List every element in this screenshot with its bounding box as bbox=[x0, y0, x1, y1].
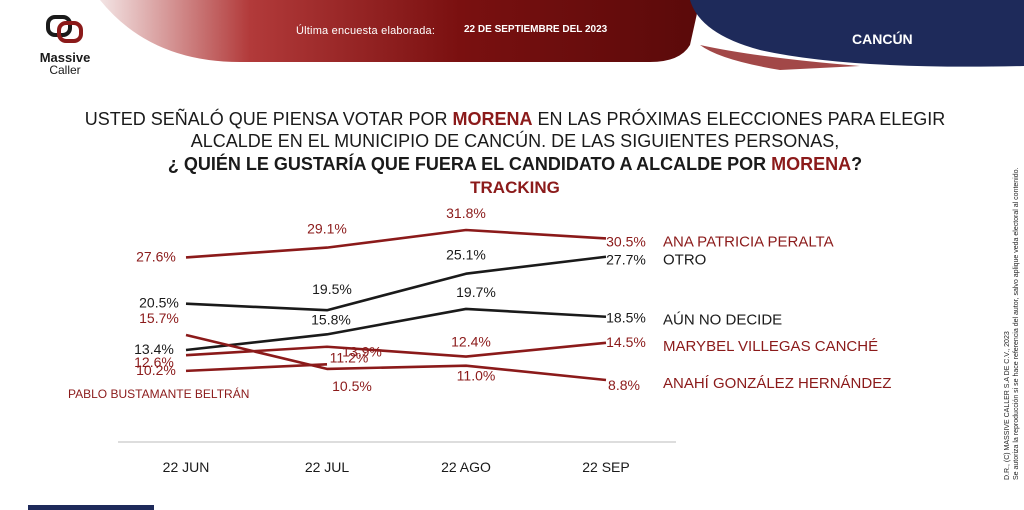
data-label: 13.9% bbox=[342, 344, 382, 360]
question-text: USTED SEÑALÓ QUE PIENSA VOTAR POR bbox=[84, 109, 453, 129]
data-label: 8.8% bbox=[608, 377, 640, 393]
series-line bbox=[185, 333, 607, 382]
data-label: 27.7% bbox=[606, 252, 646, 268]
copyright-line: D.R., (C) MASSIVE CALLER S.A DE C.V., 20… bbox=[1004, 331, 1011, 480]
data-label: 10.5% bbox=[332, 378, 372, 394]
series-name: AÚN NO DECIDE bbox=[663, 312, 782, 329]
series-name: OTRO bbox=[663, 252, 706, 269]
data-label: 13.4% bbox=[134, 341, 174, 357]
data-label: 11.2% bbox=[330, 349, 369, 365]
city-label: CANCÚN bbox=[852, 31, 913, 47]
data-label: 12.4% bbox=[451, 334, 491, 350]
data-label: 19.5% bbox=[312, 281, 352, 297]
series-line bbox=[185, 363, 328, 373]
question-line-1: USTED SEÑALÓ QUE PIENSA VOTAR POR MORENA… bbox=[60, 108, 970, 130]
reproduction-line: Se autoriza la reproducción si se hace r… bbox=[1013, 167, 1020, 480]
chart-subtitle: TRACKING bbox=[470, 178, 560, 197]
tracking-chart: 22 JUN 22 JUL 22 AGO 22 SEP 27.6% 29.1% 31.8% 3… bbox=[68, 205, 891, 475]
brand-name: Massive bbox=[39, 50, 91, 65]
party-highlight: MORENA bbox=[771, 154, 852, 174]
data-label: 10.2% bbox=[136, 362, 176, 378]
x-tick-label: 22 JUN bbox=[163, 459, 210, 475]
data-label: 15.8% bbox=[311, 311, 351, 327]
survey-date: 22 DE SEPTIEMBRE DEL 2023 bbox=[464, 24, 608, 35]
question-text: ? bbox=[851, 154, 863, 174]
footer-bar bbox=[28, 505, 154, 510]
series-name: ANA PATRICIA PERALTA bbox=[663, 233, 834, 250]
logo: Massive Caller bbox=[30, 14, 100, 76]
question-line-2: ALCALDE EN EL MUNICIPIO DE CANCÚN. DE LA… bbox=[190, 131, 840, 151]
series-line bbox=[185, 228, 607, 259]
data-label: 30.5% bbox=[606, 233, 646, 249]
data-label: 27.6% bbox=[136, 248, 176, 264]
data-label: 14.5% bbox=[606, 334, 646, 350]
series-line bbox=[185, 307, 607, 352]
data-label: 19.7% bbox=[456, 284, 496, 300]
series-name: MARYBEL VILLEGAS CANCHÉ bbox=[663, 338, 878, 355]
data-label: 11.0% bbox=[457, 368, 496, 384]
data-label: 25.1% bbox=[446, 247, 486, 263]
data-label: 20.5% bbox=[139, 295, 179, 311]
series-name: ANAHÍ GONZÁLEZ HERNÁNDEZ bbox=[663, 375, 891, 392]
x-tick-label: 22 JUL bbox=[305, 459, 350, 475]
data-label: 12.6% bbox=[134, 354, 174, 370]
question-text: ¿ QUIÉN LE GUSTARÍA QUE FUERA EL CANDIDA… bbox=[167, 154, 772, 174]
data-label: 31.8% bbox=[446, 205, 486, 221]
series-name: PABLO BUSTAMANTE BELTRÁN bbox=[68, 386, 249, 401]
x-tick-label: 22 SEP bbox=[582, 459, 629, 475]
logo-icon bbox=[46, 15, 83, 43]
survey-label: Última encuesta elaborada: bbox=[296, 25, 436, 37]
question-line-3: ¿ QUIÉN LE GUSTARÍA QUE FUERA EL CANDIDA… bbox=[60, 153, 970, 175]
brand-subname: Caller bbox=[49, 63, 81, 77]
series-line bbox=[185, 255, 607, 312]
header-banner bbox=[100, 0, 1024, 70]
copyright-note: D.R., (C) MASSIVE CALLER S.A DE C.V., 20… bbox=[1003, 168, 1021, 480]
question-text: EN LAS PRÓXIMAS ELECCIONES PARA ELEGIR bbox=[532, 109, 946, 129]
data-label: 18.5% bbox=[606, 310, 646, 326]
x-tick-label: 22 AGO bbox=[441, 459, 491, 475]
party-highlight: MORENA bbox=[452, 109, 533, 129]
data-label: 15.7% bbox=[139, 310, 179, 326]
data-label: 29.1% bbox=[307, 221, 347, 237]
